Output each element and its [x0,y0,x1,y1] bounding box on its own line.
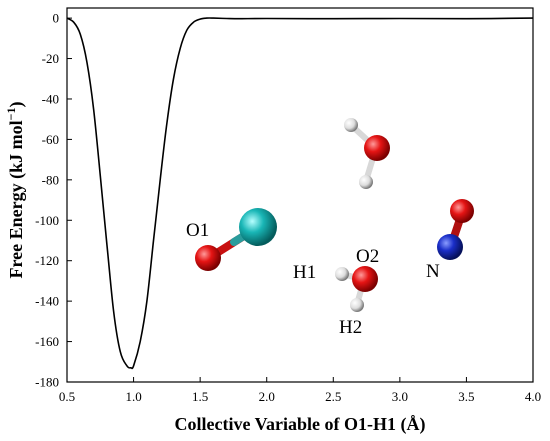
y-tick-label: -40 [42,91,59,106]
x-tick-label: 1.0 [125,389,141,404]
oxygen-atom-o1 [195,245,221,271]
label-n: N [426,261,440,282]
plot-frame [66,7,534,383]
y-tick-label: -80 [42,172,59,187]
free-energy-line [66,17,534,370]
hydrogen-atom-h2 [350,298,364,312]
x-tick-label: 0.5 [59,389,75,404]
x-tick-label: 3.0 [392,389,408,404]
hydrogen-atom-h1 [335,267,349,281]
water-molecule-top [344,118,390,189]
y-tick-label: -180 [35,375,59,390]
label-h2: H2 [339,317,362,338]
metal-atom [239,208,277,246]
nitrogen-atom [437,234,463,260]
x-tick-label: 3.5 [458,389,474,404]
label-h1: H1 [293,262,316,283]
y-tick-label: -20 [42,51,59,66]
y-tick-label: -140 [35,294,59,309]
y-axis-ticks: 0 -20 -40 -60 -80 -100 -120 -140 -160 -180 [35,11,72,390]
y-axis-label-tail: ) [6,102,27,108]
x-tick-label: 1.5 [192,389,208,404]
oxygen-atom-top [364,135,390,161]
oxygen-atom-o2 [352,266,378,292]
x-axis-label: Collective Variable of O1-H1 (Å) [175,414,426,435]
metal-oxygen-molecule [195,208,277,271]
oxygen-atom-no [450,199,474,223]
x-tick-label: 4.0 [525,389,541,404]
water-molecule-o2 [335,266,378,312]
y-axis-label: Free Energy (kJ mol−1) [4,102,27,279]
x-axis-ticks: 0.5 1.0 1.5 2.0 2.5 3.0 3.5 4.0 [59,377,541,404]
y-tick-label: -60 [42,132,59,147]
y-tick-label: 0 [53,11,60,26]
label-o1: O1 [186,220,209,241]
y-axis-label-superscript: −1 [4,108,18,121]
y-tick-label: -160 [35,334,59,349]
no-molecule [437,199,474,260]
x-tick-label: 2.0 [259,389,275,404]
y-tick-label: -120 [35,253,59,268]
y-tick-label: -100 [35,213,59,228]
x-tick-label: 2.5 [325,389,341,404]
label-o2: O2 [356,246,379,267]
series-layer [66,17,534,370]
hydrogen-atom-top-2 [359,175,373,189]
y-axis-label-main: Free Energy (kJ mol [6,120,27,278]
hydrogen-atom-top-1 [344,118,358,132]
